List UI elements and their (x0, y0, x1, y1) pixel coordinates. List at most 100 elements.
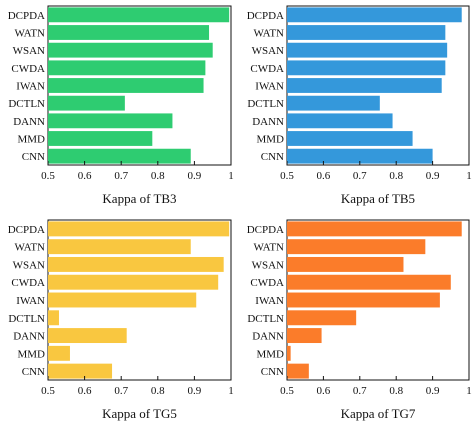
bar-cnn (287, 148, 433, 164)
category-label: IWAN (255, 295, 284, 307)
category-label: DCPDA (8, 224, 45, 236)
bar-watn (287, 25, 446, 40)
bar-dcpda (287, 7, 462, 23)
bar-dctln (48, 310, 59, 326)
x-tick-label: 1 (466, 385, 472, 397)
x-tick-label: 0.7 (353, 385, 367, 397)
category-label: WSAN (252, 45, 284, 57)
category-label: WATN (14, 242, 45, 254)
category-label: DCTLN (247, 98, 284, 110)
x-tick-label: 1 (228, 170, 234, 182)
bar-dcpda (48, 7, 230, 23)
x-axis-label: Kappa of TB5 (341, 191, 415, 206)
x-tick-label: 0.8 (389, 385, 403, 397)
category-label: IWAN (16, 81, 45, 93)
category-label: CNN (22, 366, 45, 378)
bar-wsan (48, 42, 213, 58)
bar-dctln (287, 95, 380, 111)
category-label: CWDA (250, 63, 284, 75)
x-tick-label: 0.5 (41, 385, 55, 397)
category-label: MMD (256, 348, 284, 360)
bar-dann (287, 113, 393, 129)
category-label: IWAN (16, 295, 45, 307)
category-label: DANN (252, 331, 284, 343)
bar-dcpda (287, 221, 462, 237)
category-label: DCTLN (247, 313, 284, 325)
category-label: DCPDA (247, 224, 284, 236)
bar-cnn (48, 363, 113, 379)
x-tick-label: 0.7 (114, 385, 128, 397)
x-tick-label: 0.8 (151, 170, 165, 182)
bar-wsan (48, 256, 224, 272)
x-axis-label: Kappa of TB3 (102, 191, 176, 206)
category-label: CWDA (11, 277, 45, 289)
x-tick-label: 0.9 (426, 170, 440, 182)
bar-iwan (48, 78, 204, 93)
category-label: CWDA (11, 63, 45, 75)
x-tick-label: 0.8 (151, 385, 165, 397)
x-tick-label: 0.8 (389, 170, 403, 182)
category-label: WATN (14, 28, 45, 40)
bar-wsan (287, 256, 404, 272)
bar-watn (48, 25, 210, 40)
bar-cnn (48, 148, 191, 164)
category-label: IWAN (255, 81, 284, 93)
bar-iwan (48, 292, 197, 308)
bar-dctln (48, 95, 125, 111)
x-tick-label: 0.5 (280, 385, 294, 397)
bar-mmd (48, 131, 153, 146)
category-label: MMD (256, 134, 284, 146)
bar-wsan (287, 42, 448, 58)
bar-mmd (287, 131, 413, 146)
category-label: DCTLN (8, 98, 45, 110)
bar-dann (287, 328, 322, 344)
category-label: CWDA (250, 277, 284, 289)
category-label: CNN (261, 151, 284, 163)
x-tick-label: 0.6 (78, 170, 92, 182)
category-label: DANN (13, 116, 45, 128)
x-tick-label: 0.5 (280, 170, 294, 182)
category-label: WATN (253, 242, 284, 254)
x-tick-label: 0.6 (317, 170, 331, 182)
category-label: WSAN (13, 259, 45, 271)
category-label: MMD (17, 348, 45, 360)
bar-mmd (48, 345, 70, 361)
chart-panel-tb5: DCPDA WATN WSAN CWDA IWAN DCTLN DANN MMD CNN 0.5 0… (247, 5, 472, 206)
category-label: CNN (261, 366, 284, 378)
x-tick-label: 0.7 (353, 170, 367, 182)
x-tick-label: 0.9 (188, 385, 202, 397)
bar-dann (48, 113, 173, 129)
bar-mmd (287, 345, 291, 361)
category-label: DCTLN (8, 313, 45, 325)
bar-iwan (287, 78, 442, 93)
bar-cnn (287, 363, 309, 379)
category-label: DANN (13, 331, 45, 343)
bar-cwda (48, 274, 219, 290)
chart-panel-tg7: DCPDA WATN WSAN CWDA IWAN DCTLN DANN MMD CNN 0.5 0… (247, 219, 472, 421)
category-label: DANN (252, 116, 284, 128)
chart-panel-tb3: DCPDA WATN WSAN CWDA IWAN DCTLN DANN MMD CNN 0.5 0… (8, 5, 234, 206)
category-label: MMD (17, 134, 45, 146)
x-tick-label: 1 (466, 170, 472, 182)
x-axis-label: Kappa of TG5 (102, 406, 177, 421)
chart-panel-tg5: DCPDA WATN WSAN CWDA IWAN DCTLN DANN MMD CNN 0.5 0… (8, 219, 234, 421)
category-label: CNN (22, 151, 45, 163)
category-label: DCPDA (8, 10, 45, 22)
category-label: WSAN (252, 259, 284, 271)
bar-iwan (287, 292, 440, 308)
x-tick-label: 0.5 (41, 170, 55, 182)
bar-dctln (287, 310, 357, 326)
bar-watn (287, 239, 426, 255)
x-tick-label: 0.7 (114, 170, 128, 182)
category-label: WATN (253, 28, 284, 40)
bar-dann (48, 328, 127, 344)
x-tick-label: 0.6 (78, 385, 92, 397)
category-label: WSAN (13, 45, 45, 57)
x-tick-label: 0.9 (426, 385, 440, 397)
bar-cwda (287, 60, 446, 76)
bar-cwda (287, 274, 451, 290)
x-tick-label: 1 (228, 385, 234, 397)
category-label: DCPDA (247, 10, 284, 22)
bar-dcpda (48, 221, 230, 237)
